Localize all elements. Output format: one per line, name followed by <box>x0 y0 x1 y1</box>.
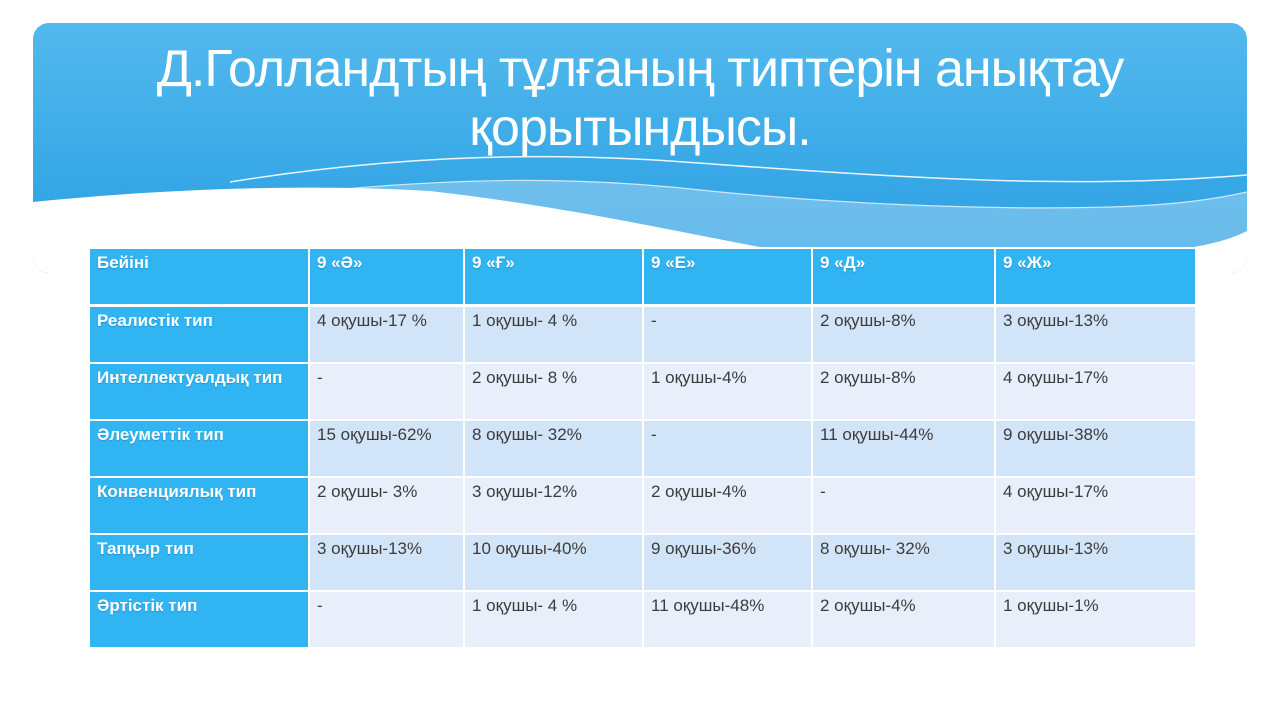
table-cell: 8 оқушы- 32% <box>463 419 644 478</box>
table-cell: 2 оқушы-4% <box>642 476 813 535</box>
table-cell: 11 оқушы-44% <box>811 419 996 478</box>
wave-accent-line <box>229 155 1247 183</box>
table-cell: 15 оқушы-62% <box>308 419 465 478</box>
column-header-class-zh: 9 «Ж» <box>994 247 1197 307</box>
row-header: Конвенциялық тип <box>88 476 310 535</box>
row-header: Әртістік тип <box>88 590 310 649</box>
table-row: Реалистік тип 4 оқушы-17 % 1 оқушы- 4 % … <box>88 304 1197 364</box>
table-row: Конвенциялық тип 2 оқушы- 3% 3 оқушы-12%… <box>88 476 1197 535</box>
table-cell: 2 оқушы-8% <box>811 304 996 364</box>
table-row: Тапқыр тип 3 оқушы-13% 10 оқушы-40% 9 оқ… <box>88 533 1197 592</box>
table-cell: 3 оқушы-13% <box>308 533 465 592</box>
table-cell: 3 оқушы-13% <box>994 304 1197 364</box>
column-header-class-d: 9 «Д» <box>811 247 996 307</box>
slide-title-line-1: Д.Голландтың тұлғаның типтерін анықтау <box>156 40 1125 98</box>
slide-title: Д.Голландтың тұлғаның типтерін анықтау қ… <box>33 40 1247 158</box>
table-cell: - <box>642 419 813 478</box>
table-cell: 10 оқушы-40% <box>463 533 644 592</box>
column-header-class-a: 9 «Ә» <box>308 247 465 307</box>
table-cell: 8 оқушы- 32% <box>811 533 996 592</box>
results-table: Бейіні 9 «Ә» 9 «Ғ» 9 «Е» 9 «Д» 9 «Ж» Реа… <box>88 247 1197 649</box>
row-header: Интеллектуалдық тип <box>88 362 310 421</box>
table-row: Интеллектуалдық тип - 2 оқушы- 8 % 1 оқу… <box>88 362 1197 421</box>
column-header-profile: Бейіні <box>88 247 310 307</box>
table-row: Әлеуметтік тип 15 оқушы-62% 8 оқушы- 32%… <box>88 419 1197 478</box>
header-row: Бейіні 9 «Ә» 9 «Ғ» 9 «Е» 9 «Д» 9 «Ж» <box>88 247 1197 307</box>
table-cell: 1 оқушы- 4 % <box>463 590 644 649</box>
row-header: Тапқыр тип <box>88 533 310 592</box>
table-cell: 1 оқушы- 4 % <box>463 304 644 364</box>
slide-title-line-2: қорытындысы. <box>469 99 811 157</box>
table-cell: - <box>308 590 465 649</box>
table-cell: 3 оқушы-12% <box>463 476 644 535</box>
table-row: Әртістік тип - 1 оқушы- 4 % 11 оқушы-48%… <box>88 590 1197 649</box>
table-cell: 9 оқушы-36% <box>642 533 813 592</box>
table-cell: 2 оқушы- 8 % <box>463 362 644 421</box>
table-cell: 3 оқушы-13% <box>994 533 1197 592</box>
table-cell: 2 оқушы-4% <box>811 590 996 649</box>
table-cell: 1 оқушы-4% <box>642 362 813 421</box>
wave-light-band-edge <box>299 179 1247 209</box>
row-header: Реалистік тип <box>88 304 310 364</box>
table-cell: - <box>308 362 465 421</box>
table-cell: 9 оқушы-38% <box>994 419 1197 478</box>
table-cell: 11 оқушы-48% <box>642 590 813 649</box>
table-cell: 1 оқушы-1% <box>994 590 1197 649</box>
results-table-container: Бейіні 9 «Ә» 9 «Ғ» 9 «Е» 9 «Д» 9 «Ж» Реа… <box>88 247 1197 649</box>
table-cell: 4 оқушы-17% <box>994 362 1197 421</box>
table-cell: 2 оқушы-8% <box>811 362 996 421</box>
table-cell: 4 оқушы-17 % <box>308 304 465 364</box>
table-cell: - <box>642 304 813 364</box>
table-cell: 4 оқушы-17% <box>994 476 1197 535</box>
column-header-class-g: 9 «Ғ» <box>463 247 644 307</box>
row-header: Әлеуметтік тип <box>88 419 310 478</box>
column-header-class-e: 9 «Е» <box>642 247 813 307</box>
table-cell: 2 оқушы- 3% <box>308 476 465 535</box>
table-cell: - <box>811 476 996 535</box>
